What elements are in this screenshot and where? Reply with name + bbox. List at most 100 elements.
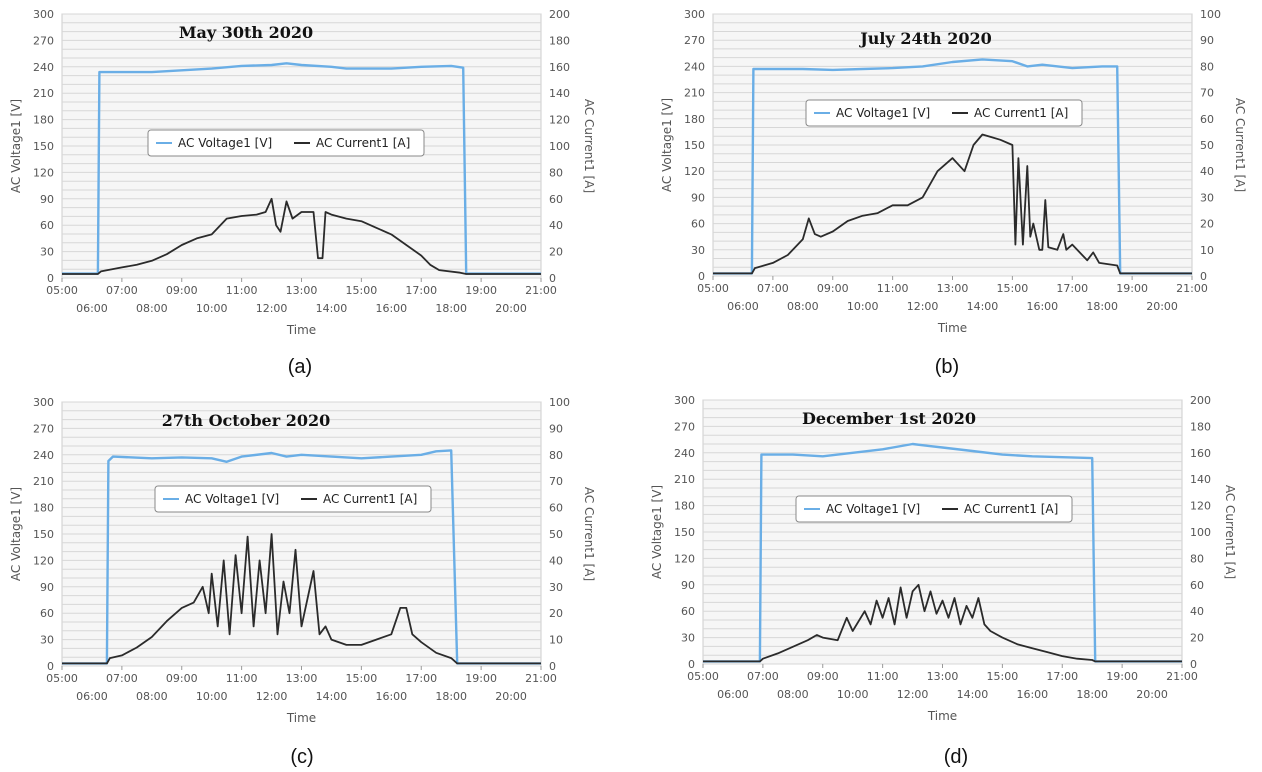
- y-right-tick-label: 90: [549, 422, 563, 435]
- y-right-tick-label: 60: [1190, 579, 1204, 592]
- y-left-tick-label: 90: [40, 193, 54, 206]
- y-left-tick-label: 180: [33, 114, 54, 127]
- y-right-tick-label: 10: [1200, 244, 1214, 257]
- x-tick-label: 12:00: [256, 302, 288, 315]
- x-tick-label: 06:00: [727, 300, 759, 313]
- x-tick-label: 15:00: [346, 672, 378, 685]
- x-tick-label: 08:00: [787, 300, 819, 313]
- x-axis-title: Time: [937, 321, 967, 335]
- x-tick-label: 19:00: [1116, 282, 1148, 295]
- chart-title: May 30th 2020: [179, 23, 313, 42]
- y-left-tick-label: 30: [40, 246, 54, 259]
- x-tick-label: 17:00: [405, 672, 437, 685]
- y-right-tick-label: 160: [549, 61, 570, 74]
- panel-caption: (a): [288, 356, 312, 378]
- y-left-tick-label: 270: [674, 420, 695, 433]
- x-tick-label: 07:00: [106, 672, 138, 685]
- x-tick-label: 07:00: [747, 670, 779, 683]
- series-line-ac-voltage: [713, 58, 1192, 275]
- x-tick-label: 09:00: [817, 282, 849, 295]
- x-tick-label: 17:00: [1056, 282, 1088, 295]
- y-left-tick-label: 60: [681, 605, 695, 618]
- y-right-tick-label: 160: [1190, 447, 1211, 460]
- series-line-ac-current: [62, 197, 541, 275]
- y-right-tick-label: 200: [1190, 394, 1211, 407]
- x-tick-label: 05:00: [46, 284, 78, 297]
- x-tick-label: 19:00: [1106, 670, 1138, 683]
- series-line-ac-voltage: [703, 442, 1182, 663]
- series-line-ac-current: [703, 583, 1182, 663]
- x-tick-label: 15:00: [987, 670, 1019, 683]
- y-left-tick-label: 210: [674, 473, 695, 486]
- y-left-tick-label: 210: [33, 475, 54, 488]
- x-axis-title: Time: [927, 709, 957, 723]
- x-tick-label: 11:00: [867, 670, 899, 683]
- x-tick-label: 21:00: [525, 284, 557, 297]
- y-left-tick-label: 300: [684, 8, 705, 21]
- x-tick-label: 19:00: [465, 672, 497, 685]
- x-tick-label: 13:00: [286, 284, 318, 297]
- y-right-tick-label: 180: [1190, 420, 1211, 433]
- y-left-tick-label: 300: [674, 394, 695, 407]
- y-right-tick-label: 140: [549, 87, 570, 100]
- x-tick-label: 19:00: [465, 284, 497, 297]
- x-tick-label: 14:00: [957, 688, 989, 701]
- y-right-tick-label: 80: [1190, 552, 1204, 565]
- x-tick-label: 08:00: [136, 690, 168, 703]
- chart-title: July 24th 2020: [858, 29, 992, 48]
- x-tick-label: 17:00: [405, 284, 437, 297]
- x-tick-label: 08:00: [777, 688, 809, 701]
- y-left-tick-label: 90: [691, 191, 705, 204]
- y-right-tick-label: 70: [1200, 87, 1214, 100]
- y-right-tick-label: 140: [1190, 473, 1211, 486]
- legend-label-current: AC Current1 [A]: [964, 502, 1058, 516]
- chart-panel-a: 0 30 60 90 120 150 180 210 240 270 300 0 20 40 60 80 100…: [0, 0, 631, 386]
- y-left-tick-label: 120: [674, 552, 695, 565]
- x-tick-label: 18:00: [1076, 688, 1108, 701]
- x-tick-label: 11:00: [877, 282, 909, 295]
- chart-title: 27th October 2020: [162, 411, 331, 430]
- y-right-tick-label: 20: [1200, 218, 1214, 231]
- y-left-tick-label: 300: [33, 396, 54, 409]
- y-left-tick-label: 120: [33, 554, 54, 567]
- y-left-tick-label: 210: [684, 87, 705, 100]
- y-right-tick-label: 40: [1190, 605, 1204, 618]
- y-left-tick-label: 150: [33, 528, 54, 541]
- y-left-tick-label: 60: [691, 218, 705, 231]
- x-tick-label: 12:00: [897, 688, 929, 701]
- chart-svg-d: 0 30 60 90 120 150 180 210 240 270 300 0 20 40 60 80 100…: [650, 394, 1237, 768]
- y-left-tick-label: 0: [47, 660, 54, 673]
- y-left-tick-label: 90: [681, 579, 695, 592]
- x-tick-label: 07:00: [106, 284, 138, 297]
- y-left-tick-label: 120: [33, 166, 54, 179]
- y-right-tick-label: 70: [549, 475, 563, 488]
- x-tick-label: 16:00: [1026, 300, 1058, 313]
- y-left-tick-label: 150: [33, 140, 54, 153]
- y-right-tick-label: 20: [549, 607, 563, 620]
- x-tick-label: 10:00: [196, 302, 228, 315]
- chart-svg-c: 0 30 60 90 120 150 180 210 240 270 300 0 10 20 30 40 50 6…: [9, 396, 596, 768]
- y-left-axis-title: AC Voltage1 [V]: [650, 485, 664, 579]
- y-right-tick-label: 0: [1200, 270, 1207, 283]
- x-tick-label: 06:00: [76, 302, 108, 315]
- y-left-axis-title: AC Voltage1 [V]: [9, 99, 23, 193]
- y-left-tick-label: 0: [47, 272, 54, 285]
- chart-title: December 1st 2020: [802, 409, 976, 428]
- y-right-tick-label: 100: [549, 396, 570, 409]
- y-right-tick-label: 30: [549, 581, 563, 594]
- y-left-tick-label: 0: [688, 658, 695, 671]
- x-tick-label: 16:00: [375, 690, 407, 703]
- y-left-tick-label: 60: [40, 219, 54, 232]
- y-right-axis-title: AC Current1 [A]: [582, 487, 596, 581]
- y-right-tick-label: 60: [1200, 113, 1214, 126]
- y-left-axis-title: AC Voltage1 [V]: [9, 487, 23, 581]
- legend-box: [147, 129, 425, 157]
- x-tick-label: 05:00: [687, 670, 719, 683]
- x-tick-label: 15:00: [346, 284, 378, 297]
- chart-panel-d: 0 30 60 90 120 150 180 210 240 270 300 0 20 40 60 80 100…: [631, 386, 1262, 772]
- x-tick-label: 12:00: [256, 690, 288, 703]
- chart-svg-b: 0 30 60 90 120 150 180 210 240 270 300 0 10 20 30 40 50 6…: [660, 8, 1247, 378]
- y-right-tick-label: 40: [1200, 165, 1214, 178]
- x-tick-label: 14:00: [316, 302, 348, 315]
- x-tick-label: 13:00: [927, 670, 959, 683]
